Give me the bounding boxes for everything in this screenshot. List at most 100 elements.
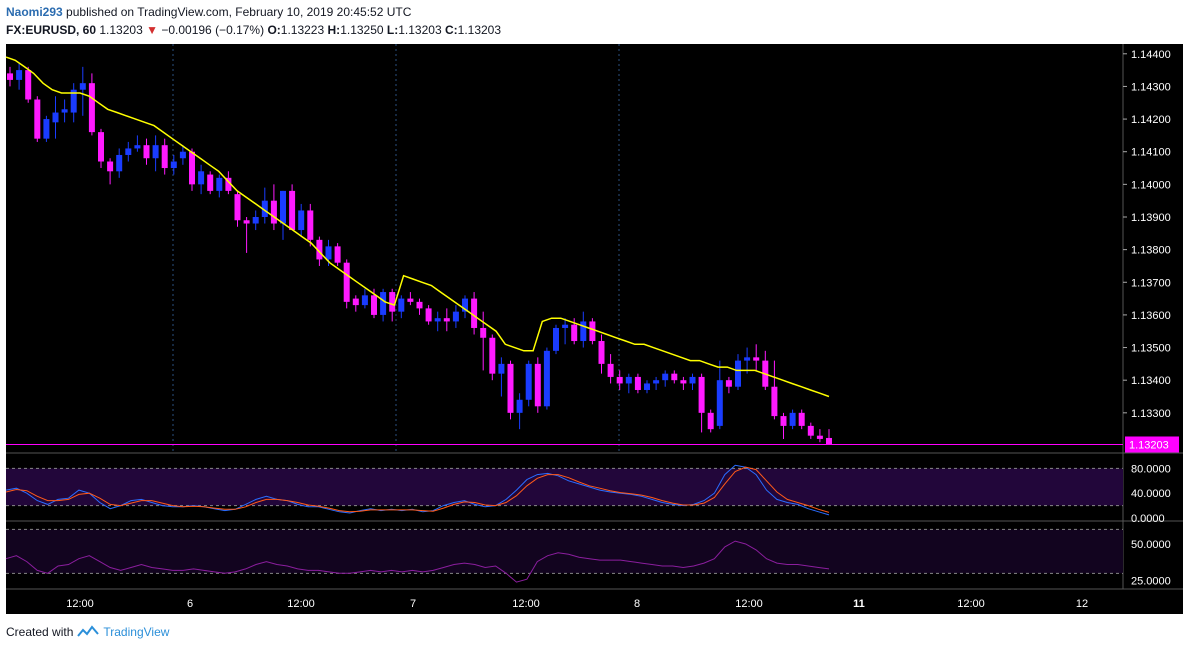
stochastic-axis-label: 0.0000 [1131, 513, 1165, 525]
open-label: O: [267, 23, 281, 37]
candle-body [798, 412, 805, 426]
candle-body [725, 380, 732, 387]
candle-body [79, 83, 86, 90]
candle-body [634, 376, 641, 390]
candle-body [780, 416, 787, 426]
symbol-info: FX:EURUSD, 60 1.13203 ▼ −0.00196 (−0.17%… [6, 23, 501, 37]
last-price-label: 1.13203 [1129, 439, 1169, 451]
candle-body [816, 435, 823, 439]
candle-body [589, 321, 596, 342]
candle-body [116, 154, 123, 172]
candle-body [389, 292, 396, 312]
candle-body [480, 327, 487, 338]
time-axis-label: 12:00 [66, 598, 94, 610]
price-axis-label: 1.13600 [1131, 310, 1171, 322]
candle-body [580, 321, 587, 342]
time-axis-label: 8 [634, 598, 640, 610]
candle-body [489, 337, 496, 374]
candle-body [270, 200, 277, 224]
candle-body [43, 119, 50, 139]
candle-body [707, 412, 714, 430]
time-axis-label: 12 [1076, 598, 1088, 610]
tradingview-brand[interactable]: TradingView [103, 625, 170, 639]
candle-body [553, 327, 559, 351]
candle-body [443, 318, 450, 322]
price-axis-label: 1.13800 [1131, 245, 1171, 257]
candle-body [398, 298, 405, 312]
candle-body [289, 190, 296, 231]
candle-body [52, 112, 59, 123]
candle-body [371, 295, 377, 315]
time-axis-label: 12:00 [287, 598, 315, 610]
candle-body [198, 171, 205, 185]
created-with-text: Created with [6, 625, 74, 639]
candle-body [325, 246, 332, 260]
candle-body [689, 376, 696, 384]
last-price: 1.13203 [99, 23, 143, 37]
time-axis-label: 6 [187, 598, 193, 610]
candle-body [644, 383, 650, 390]
publish-info: Naomi293 published on TradingView.com, F… [6, 5, 411, 19]
stochastic-band-fill [6, 468, 1123, 506]
candle-body [425, 308, 432, 322]
candle-body [107, 161, 114, 172]
candle-body [189, 151, 195, 185]
candle-body [16, 70, 23, 80]
candle-body [716, 380, 723, 426]
stochastic-axis-label: 40.0000 [1131, 488, 1171, 500]
candle-body [25, 70, 32, 100]
candle-body [352, 298, 359, 306]
candle-body [753, 357, 760, 361]
price-axis-label: 1.13900 [1131, 212, 1171, 224]
candle-body [234, 194, 241, 221]
time-axis-label: 12:00 [735, 598, 763, 610]
candle-body [307, 210, 314, 240]
candle-body [7, 73, 13, 80]
candle-body [653, 380, 660, 384]
stochastic-line [5, 466, 830, 513]
candle-body [625, 376, 632, 384]
candle-body [735, 360, 741, 387]
candle-body [498, 363, 505, 374]
candle-body [298, 210, 305, 231]
rsi-axis-label: 50.0000 [1131, 539, 1171, 551]
candle-body [316, 239, 323, 260]
close-label: C: [444, 23, 458, 37]
candle-body [507, 363, 514, 413]
candle-body [170, 161, 177, 169]
candle-body [343, 262, 350, 302]
candle-body [516, 399, 523, 413]
high-value: 1.13250 [340, 23, 384, 37]
time-axis-label: 11 [853, 598, 865, 610]
footer: Created with TradingView [6, 625, 169, 639]
candle-body [225, 177, 232, 191]
candle-body [70, 89, 77, 113]
candle-body [34, 99, 41, 139]
candle-body [161, 145, 168, 169]
low-label: L: [386, 23, 399, 37]
rsi-line [5, 540, 830, 583]
candle-body [826, 437, 832, 445]
symbol-name: FX:EURUSD, 60 [6, 23, 97, 37]
down-arrow-icon: ▼ [146, 23, 158, 37]
candle-body [562, 324, 569, 328]
author-name[interactable]: Naomi293 [6, 5, 63, 19]
time-axis-label: 12:00 [957, 598, 985, 610]
price-axis-label: 1.13300 [1131, 408, 1171, 420]
moving-average-line [5, 56, 830, 398]
high-label: H: [327, 23, 341, 37]
candle-body [88, 83, 95, 133]
candle-body [698, 376, 705, 413]
price-axis-label: 1.14400 [1131, 49, 1171, 61]
candle-body [571, 324, 578, 342]
last-price-tag [1125, 436, 1179, 453]
candle-body [252, 216, 259, 224]
candle-body [671, 373, 678, 381]
candle-body [152, 145, 159, 159]
tradingview-logo-icon [77, 625, 100, 637]
rsi-band-fill [6, 529, 1123, 574]
price-change: −0.00196 (−0.17%) [161, 23, 265, 37]
candle-body [462, 298, 468, 312]
time-axis-label: 12:00 [512, 598, 540, 610]
